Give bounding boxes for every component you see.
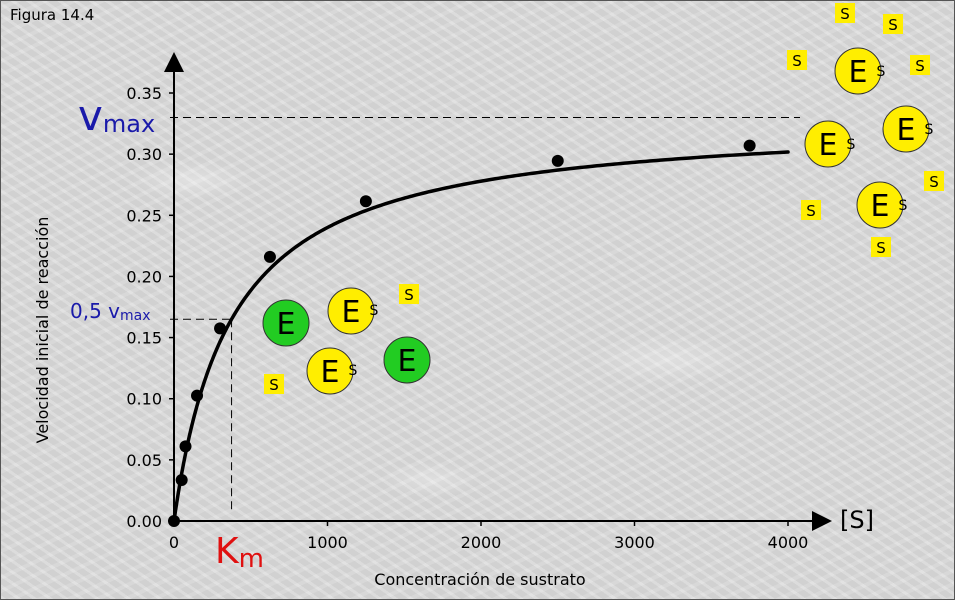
data-point bbox=[191, 389, 204, 402]
y-tick-label: 0.15 bbox=[126, 329, 162, 348]
axes bbox=[164, 52, 832, 531]
free-enzyme bbox=[262, 299, 310, 347]
y-tick-label: 0.30 bbox=[126, 145, 162, 164]
x-tick-label: 2000 bbox=[461, 533, 502, 552]
figure-label: Figura 14.4 bbox=[10, 6, 95, 24]
free-substrate-letter: S bbox=[840, 5, 850, 23]
y-tick-label: 0.35 bbox=[126, 84, 162, 103]
km-sub: m bbox=[239, 544, 264, 574]
free-enzyme-letter: E bbox=[398, 344, 417, 379]
bound-enzyme-letter: E bbox=[871, 189, 890, 224]
bound-substrate: S bbox=[877, 64, 886, 80]
free-substrate-letter: S bbox=[915, 57, 925, 75]
data-point bbox=[551, 154, 564, 167]
bound-enzyme bbox=[327, 287, 375, 335]
x-tick-label: 3000 bbox=[614, 533, 655, 552]
guide-lines bbox=[170, 116, 800, 513]
x-tick-label: 1000 bbox=[307, 533, 348, 552]
bound-enzyme-letter: E bbox=[819, 128, 838, 163]
bound-enzyme bbox=[882, 105, 930, 153]
data-point bbox=[263, 250, 276, 263]
free-substrate-letter: S bbox=[888, 16, 898, 34]
free-substrate bbox=[787, 50, 807, 70]
free-substrate-letter: S bbox=[404, 286, 414, 304]
bound-enzyme-letter: E bbox=[321, 355, 340, 390]
y-tick-label: 0.10 bbox=[126, 390, 162, 409]
data-point bbox=[175, 474, 188, 487]
bound-enzyme-letter: E bbox=[342, 295, 361, 330]
data-points bbox=[168, 139, 756, 527]
bound-substrate: S bbox=[349, 363, 358, 379]
curve bbox=[172, 150, 790, 523]
bound-enzyme bbox=[856, 181, 904, 229]
bound-enzyme bbox=[834, 47, 882, 95]
data-point bbox=[359, 195, 372, 208]
vmax-annotation: vmax bbox=[78, 91, 155, 140]
free-substrate-letter: S bbox=[876, 239, 886, 257]
free-enzyme bbox=[383, 336, 431, 384]
data-point bbox=[179, 440, 192, 453]
x-axis-symbol: [S] bbox=[840, 506, 874, 534]
bound-substrate: S bbox=[899, 198, 908, 214]
y-tick-label: 0.20 bbox=[126, 267, 162, 286]
free-substrate bbox=[264, 374, 284, 394]
free-substrate bbox=[910, 55, 930, 75]
bound-enzyme bbox=[804, 120, 852, 168]
bound-enzyme-letter: E bbox=[849, 55, 868, 90]
free-substrate-letter: S bbox=[929, 173, 939, 191]
free-substrate bbox=[883, 14, 903, 34]
half-vmax-annotation: 0,5 vmax bbox=[70, 299, 151, 324]
vmax-label: v bbox=[78, 91, 103, 140]
michaelis-menten-curve bbox=[172, 150, 790, 523]
free-substrate bbox=[801, 200, 821, 220]
free-substrate-letter: S bbox=[806, 202, 816, 220]
bound-substrate: S bbox=[847, 137, 856, 153]
x-tick-label: 0 bbox=[169, 533, 179, 552]
bound-enzyme-letter: E bbox=[897, 113, 916, 148]
y-axis-title: Velocidad inicial de reacción bbox=[33, 217, 52, 444]
free-substrate-letter: S bbox=[792, 52, 802, 70]
y-tick-label: 0.05 bbox=[126, 451, 162, 470]
km-label: K bbox=[215, 531, 240, 572]
half-vmax-label: 0,5 v bbox=[70, 299, 120, 323]
free-substrate bbox=[835, 3, 855, 23]
x-axis-title: Concentración de sustrato bbox=[374, 570, 585, 589]
bound-substrate: S bbox=[370, 303, 379, 319]
data-point bbox=[743, 139, 756, 152]
data-point bbox=[168, 515, 180, 527]
bound-enzyme bbox=[306, 347, 354, 395]
free-substrate bbox=[924, 171, 944, 191]
bound-substrate: S bbox=[925, 122, 934, 138]
y-tick-label: 0.00 bbox=[126, 512, 162, 531]
data-point bbox=[214, 322, 227, 335]
x-tick-label: 4000 bbox=[768, 533, 809, 552]
half-vmax-sub: max bbox=[120, 308, 151, 324]
free-substrate bbox=[399, 284, 419, 304]
y-tick-label: 0.25 bbox=[126, 206, 162, 225]
km-annotation: Km bbox=[215, 531, 264, 574]
axis-labels: Velocidad inicial de reacción Concentrac… bbox=[33, 84, 874, 589]
free-substrate-letter: S bbox=[269, 376, 279, 394]
free-substrate bbox=[871, 237, 891, 257]
vmax-sub: max bbox=[103, 110, 155, 138]
free-enzyme-letter: E bbox=[277, 307, 296, 342]
